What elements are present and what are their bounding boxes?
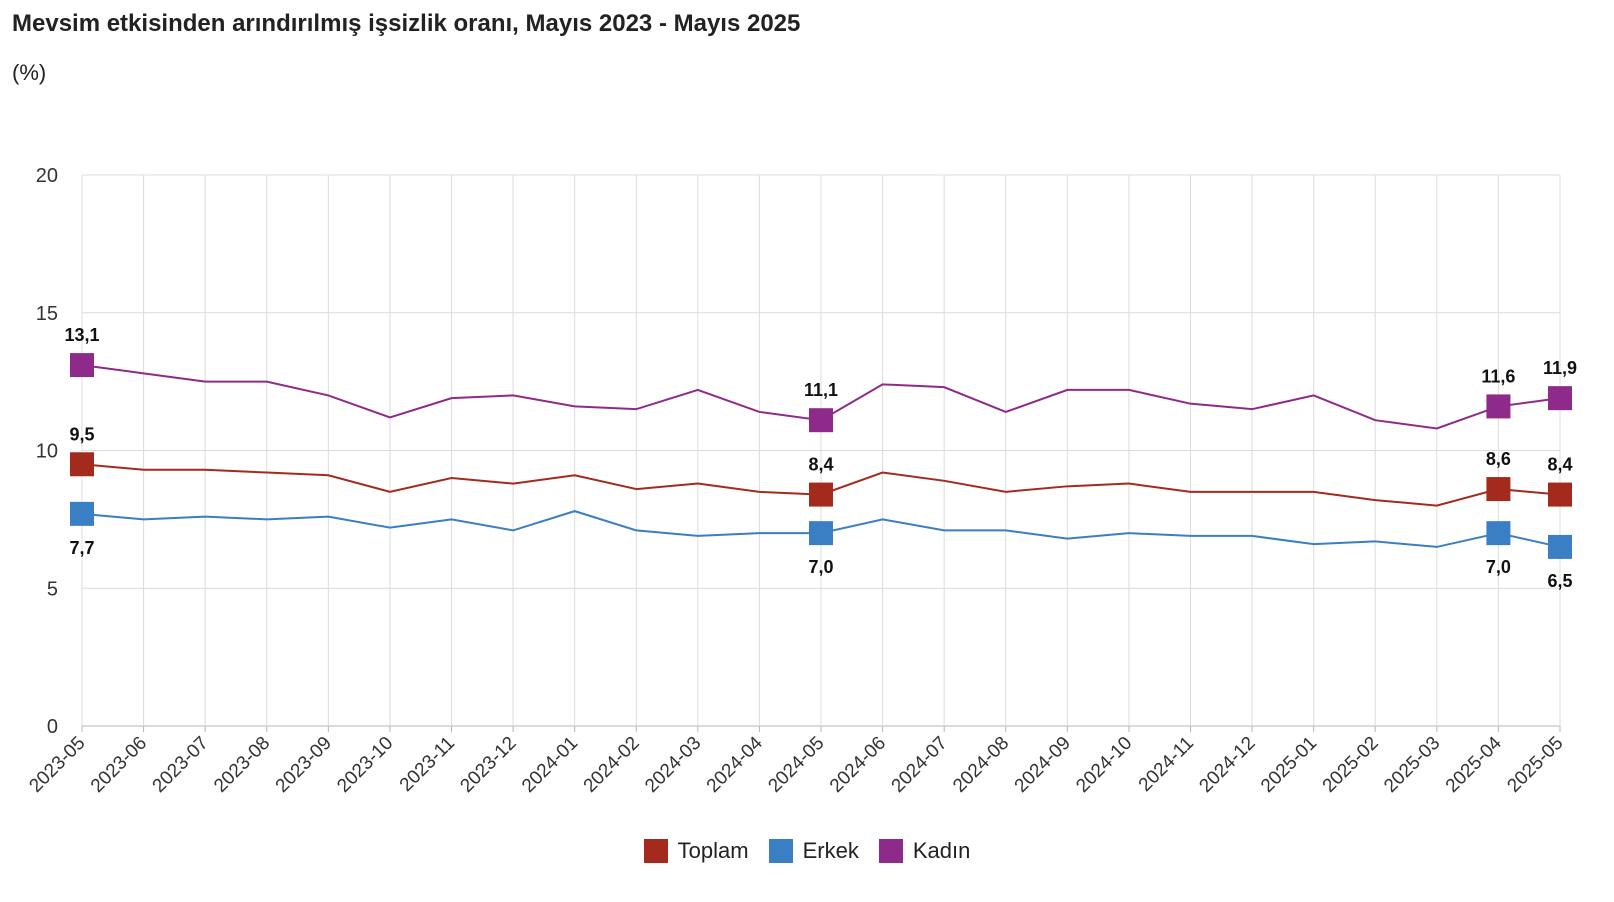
x-tick-label: 2024-10 [1072,733,1136,797]
data-label: 9,5 [69,424,94,444]
x-tick-label: 2023-10 [333,733,397,797]
y-tick-label: 5 [47,578,58,600]
data-point-marker [809,408,833,433]
legend-item[interactable]: Toplam [643,838,749,864]
data-point-marker [1548,534,1572,559]
x-tick-label: 2024-11 [1135,733,1198,796]
legend-label: Kadın [912,838,971,863]
x-tick-label: 2023-07 [149,733,213,797]
x-tick-label: 2024-05 [764,733,828,797]
data-label: 11,9 [1543,358,1577,378]
x-tick-label: 2024-02 [580,733,644,797]
x-tick-label: 2025-04 [1442,732,1506,796]
x-tick-label: 2024-08 [949,733,1013,797]
data-point-marker [1486,394,1511,419]
legend-label: Erkek [802,838,859,863]
x-tick-label: 2024-04 [703,732,767,796]
data-point-marker [1486,477,1511,502]
data-point-marker [70,452,94,477]
data-point-marker [70,501,94,526]
y-tick-label: 20 [36,165,58,187]
data-label: 7,0 [808,557,833,577]
x-tick-label: 2023-11 [396,733,459,796]
x-tick-label: 2023-05 [25,733,89,797]
x-tick-label: 2024-09 [1011,733,1075,797]
legend-swatch [878,839,903,863]
y-tick-label: 10 [36,441,58,463]
data-point-marker [1548,386,1572,411]
x-tick-label: 2023-12 [456,733,520,797]
data-label: 8,6 [1486,449,1511,469]
data-label: 8,4 [808,455,833,475]
legend-swatch [643,839,668,863]
data-point-marker [70,353,94,378]
legend-item[interactable]: Kadın [878,838,971,864]
x-tick-label: 2024-07 [888,733,952,797]
x-tick-label: 2023-08 [210,733,274,797]
data-label: 7,7 [69,538,94,558]
data-point-marker [1548,482,1572,507]
x-tick-label: 2025-01 [1257,733,1321,797]
line-chart: 051015202023-052023-062023-072023-082023… [25,165,1577,797]
data-label: 8,4 [1547,455,1572,475]
y-tick-label: 0 [47,716,58,738]
x-tick-label: 2024-06 [826,733,890,797]
legend-label: Toplam [677,838,749,863]
chart-title: Mevsim etkisinden arındırılmış işsizlik … [12,10,801,37]
x-tick-label: 2024-12 [1195,733,1259,797]
chart-subtitle: (%) [12,60,47,85]
data-point-marker [1486,521,1511,546]
data-label: 7,0 [1486,557,1511,577]
x-tick-label: 2025-02 [1319,733,1383,797]
x-tick-label: 2024-03 [641,733,705,797]
x-tick-label: 2025-03 [1380,733,1444,797]
data-point-marker [809,521,833,546]
legend-swatch [768,839,793,863]
data-label: 11,1 [804,380,838,400]
x-tick-label: 2025-05 [1503,733,1567,797]
y-tick-label: 15 [36,303,58,325]
data-label: 11,6 [1481,366,1515,386]
x-tick-label: 2023-06 [87,733,151,797]
data-point-marker [809,482,833,507]
data-label: 6,5 [1547,571,1572,591]
x-tick-label: 2024-01 [518,733,582,797]
data-label: 13,1 [64,325,99,345]
x-tick-label: 2023-09 [272,733,336,797]
legend-item[interactable]: Erkek [768,838,859,864]
legend: Toplam Erkek Kadın [0,838,1614,864]
